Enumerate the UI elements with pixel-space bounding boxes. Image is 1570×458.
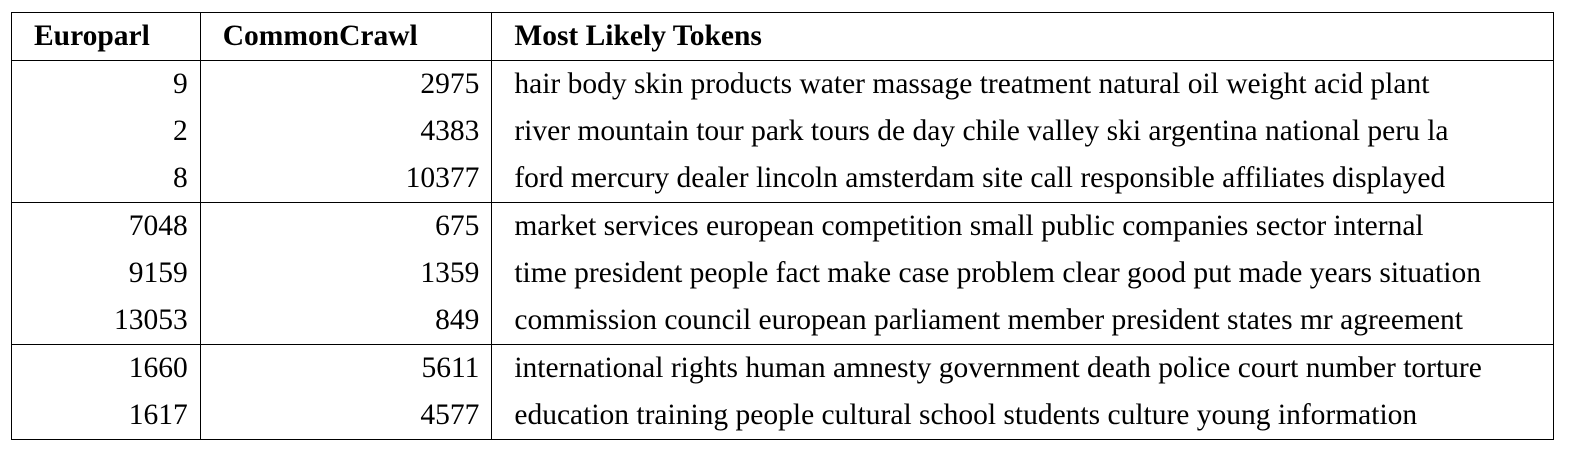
commoncrawl-count: 4383 bbox=[200, 108, 493, 155]
europarl-count: 13053 bbox=[11, 297, 201, 345]
table-body: 9 2975 hair body skin products water mas… bbox=[11, 60, 1554, 440]
commoncrawl-count: 10377 bbox=[200, 155, 493, 203]
europarl-count: 2 bbox=[11, 108, 201, 155]
table-row: 8 10377 ford mercury dealer lincoln amst… bbox=[11, 155, 1554, 203]
token-list: river mountain tour park tours de day ch… bbox=[514, 114, 1449, 147]
header-europarl: Europarl bbox=[11, 12, 201, 61]
token-list: international rights human amnesty gover… bbox=[514, 351, 1482, 384]
token-table: Europarl CommonCrawl Most Likely Tokens … bbox=[11, 12, 1554, 440]
token-list: ford mercury dealer lincoln amsterdam si… bbox=[491, 155, 1554, 203]
table-row: 1660 5611 international rights human amn… bbox=[11, 344, 1554, 392]
table-header: Europarl CommonCrawl Most Likely Tokens bbox=[11, 12, 1554, 61]
commoncrawl-count: 4577 bbox=[200, 392, 493, 440]
europarl-count: 8 bbox=[11, 155, 201, 203]
token-list: market services european competition sma… bbox=[514, 209, 1424, 242]
token-list: education training people cultural schoo… bbox=[514, 398, 1418, 431]
table-row: 2 4383 river mountain tour park tours de… bbox=[11, 108, 1554, 155]
commoncrawl-count: 675 bbox=[200, 202, 493, 250]
table-row: 9159 1359 time president people fact mak… bbox=[11, 250, 1554, 297]
header-commoncrawl: CommonCrawl bbox=[200, 12, 493, 61]
header-row: Europarl CommonCrawl Most Likely Tokens bbox=[11, 12, 1554, 61]
table-row: 13053 849 commission council european pa… bbox=[11, 297, 1554, 345]
commoncrawl-count: 1359 bbox=[200, 250, 493, 297]
commoncrawl-count: 849 bbox=[200, 297, 493, 345]
header-most-likely-tokens: Most Likely Tokens bbox=[491, 12, 1554, 61]
commoncrawl-count: 2975 bbox=[200, 60, 493, 108]
table-row: 9 2975 hair body skin products water mas… bbox=[11, 60, 1554, 108]
table-row: 1617 4577 education training people cult… bbox=[11, 392, 1554, 440]
europarl-count: 9 bbox=[11, 60, 201, 108]
europarl-count: 1660 bbox=[11, 344, 201, 392]
commoncrawl-count: 5611 bbox=[200, 344, 493, 392]
europarl-count: 7048 bbox=[11, 202, 201, 250]
europarl-count: 9159 bbox=[11, 250, 201, 297]
europarl-count: 1617 bbox=[11, 392, 201, 440]
table-row: 7048 675 market services european compet… bbox=[11, 202, 1554, 250]
token-list: hair body skin products water massage tr… bbox=[514, 67, 1430, 100]
token-list: commission council european parliament m… bbox=[491, 297, 1554, 345]
token-list: time president people fact make case pro… bbox=[514, 256, 1481, 289]
